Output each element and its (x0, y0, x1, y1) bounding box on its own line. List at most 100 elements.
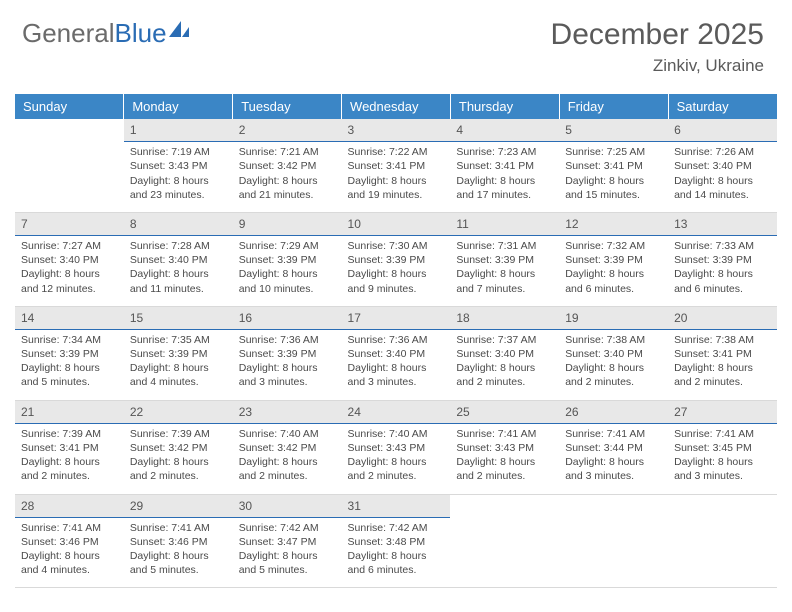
day-details: Sunrise: 7:38 AMSunset: 3:40 PMDaylight:… (559, 330, 668, 400)
daylight-line: Daylight: 8 hours and 6 minutes. (565, 267, 662, 295)
day-details: Sunrise: 7:23 AMSunset: 3:41 PMDaylight:… (450, 142, 559, 212)
sunrise-line: Sunrise: 7:41 AM (130, 521, 227, 535)
day-number: 24 (342, 401, 451, 424)
sunrise-line: Sunrise: 7:33 AM (674, 239, 771, 253)
daylight-line: Daylight: 8 hours and 6 minutes. (674, 267, 771, 295)
day-details: Sunrise: 7:27 AMSunset: 3:40 PMDaylight:… (15, 236, 124, 306)
sunrise-line: Sunrise: 7:42 AM (348, 521, 445, 535)
sunset-line: Sunset: 3:43 PM (130, 159, 227, 173)
calendar-day-cell: 16Sunrise: 7:36 AMSunset: 3:39 PMDayligh… (233, 306, 342, 400)
day-details: Sunrise: 7:36 AMSunset: 3:39 PMDaylight:… (233, 330, 342, 400)
day-number: 28 (15, 495, 124, 518)
sunset-line: Sunset: 3:40 PM (130, 253, 227, 267)
calendar-day-cell: 2Sunrise: 7:21 AMSunset: 3:42 PMDaylight… (233, 119, 342, 212)
calendar-day-cell (15, 119, 124, 212)
weekday-header: Monday (124, 94, 233, 119)
daylight-line: Daylight: 8 hours and 7 minutes. (456, 267, 553, 295)
sunrise-line: Sunrise: 7:40 AM (239, 427, 336, 441)
daylight-line: Daylight: 8 hours and 2 minutes. (565, 361, 662, 389)
daylight-line: Daylight: 8 hours and 21 minutes. (239, 174, 336, 202)
weekday-header: Sunday (15, 94, 124, 119)
calendar-day-cell (450, 494, 559, 588)
sail-icon (167, 19, 191, 39)
day-number: 26 (559, 401, 668, 424)
sunset-line: Sunset: 3:39 PM (565, 253, 662, 267)
daylight-line: Daylight: 8 hours and 5 minutes. (239, 549, 336, 577)
daylight-line: Daylight: 8 hours and 2 minutes. (239, 455, 336, 483)
day-number: 29 (124, 495, 233, 518)
day-details: Sunrise: 7:39 AMSunset: 3:42 PMDaylight:… (124, 424, 233, 494)
day-details: Sunrise: 7:33 AMSunset: 3:39 PMDaylight:… (668, 236, 777, 306)
sunset-line: Sunset: 3:39 PM (130, 347, 227, 361)
sunset-line: Sunset: 3:39 PM (239, 347, 336, 361)
sunset-line: Sunset: 3:40 PM (456, 347, 553, 361)
sunset-line: Sunset: 3:40 PM (565, 347, 662, 361)
sunrise-line: Sunrise: 7:42 AM (239, 521, 336, 535)
calendar-week-row: 1Sunrise: 7:19 AMSunset: 3:43 PMDaylight… (15, 119, 777, 212)
day-details: Sunrise: 7:41 AMSunset: 3:46 PMDaylight:… (15, 518, 124, 588)
weekday-header: Saturday (668, 94, 777, 119)
calendar-day-cell (668, 494, 777, 588)
sunrise-line: Sunrise: 7:19 AM (130, 145, 227, 159)
day-number: 14 (15, 307, 124, 330)
calendar-day-cell: 12Sunrise: 7:32 AMSunset: 3:39 PMDayligh… (559, 212, 668, 306)
day-details: Sunrise: 7:38 AMSunset: 3:41 PMDaylight:… (668, 330, 777, 400)
calendar-day-cell: 9Sunrise: 7:29 AMSunset: 3:39 PMDaylight… (233, 212, 342, 306)
calendar-day-cell: 25Sunrise: 7:41 AMSunset: 3:43 PMDayligh… (450, 400, 559, 494)
daylight-line: Daylight: 8 hours and 15 minutes. (565, 174, 662, 202)
sunset-line: Sunset: 3:41 PM (674, 347, 771, 361)
header: GeneralBlue December 2025 Zinkiv, Ukrain… (0, 0, 792, 86)
day-details: Sunrise: 7:36 AMSunset: 3:40 PMDaylight:… (342, 330, 451, 400)
sunset-line: Sunset: 3:46 PM (130, 535, 227, 549)
daylight-line: Daylight: 8 hours and 3 minutes. (239, 361, 336, 389)
sunset-line: Sunset: 3:39 PM (456, 253, 553, 267)
day-number: 27 (668, 401, 777, 424)
sunrise-line: Sunrise: 7:23 AM (456, 145, 553, 159)
daylight-line: Daylight: 8 hours and 9 minutes. (348, 267, 445, 295)
calendar-week-row: 21Sunrise: 7:39 AMSunset: 3:41 PMDayligh… (15, 400, 777, 494)
day-number: 17 (342, 307, 451, 330)
daylight-line: Daylight: 8 hours and 6 minutes. (348, 549, 445, 577)
day-details: Sunrise: 7:42 AMSunset: 3:47 PMDaylight:… (233, 518, 342, 588)
daylight-line: Daylight: 8 hours and 2 minutes. (130, 455, 227, 483)
daylight-line: Daylight: 8 hours and 14 minutes. (674, 174, 771, 202)
day-number: 13 (668, 213, 777, 236)
calendar-week-row: 14Sunrise: 7:34 AMSunset: 3:39 PMDayligh… (15, 306, 777, 400)
sunrise-line: Sunrise: 7:36 AM (239, 333, 336, 347)
daylight-line: Daylight: 8 hours and 17 minutes. (456, 174, 553, 202)
daylight-line: Daylight: 8 hours and 2 minutes. (674, 361, 771, 389)
calendar-day-cell: 14Sunrise: 7:34 AMSunset: 3:39 PMDayligh… (15, 306, 124, 400)
sunset-line: Sunset: 3:40 PM (348, 347, 445, 361)
sunrise-line: Sunrise: 7:28 AM (130, 239, 227, 253)
calendar-day-cell: 28Sunrise: 7:41 AMSunset: 3:46 PMDayligh… (15, 494, 124, 588)
day-details: Sunrise: 7:29 AMSunset: 3:39 PMDaylight:… (233, 236, 342, 306)
daylight-line: Daylight: 8 hours and 12 minutes. (21, 267, 118, 295)
sunset-line: Sunset: 3:42 PM (239, 159, 336, 173)
day-details: Sunrise: 7:21 AMSunset: 3:42 PMDaylight:… (233, 142, 342, 212)
day-details: Sunrise: 7:19 AMSunset: 3:43 PMDaylight:… (124, 142, 233, 212)
daylight-line: Daylight: 8 hours and 2 minutes. (348, 455, 445, 483)
sunrise-line: Sunrise: 7:41 AM (565, 427, 662, 441)
daylight-line: Daylight: 8 hours and 3 minutes. (674, 455, 771, 483)
sunset-line: Sunset: 3:43 PM (456, 441, 553, 455)
sunrise-line: Sunrise: 7:39 AM (21, 427, 118, 441)
sunset-line: Sunset: 3:42 PM (239, 441, 336, 455)
daylight-line: Daylight: 8 hours and 11 minutes. (130, 267, 227, 295)
sunset-line: Sunset: 3:39 PM (21, 347, 118, 361)
calendar-day-cell: 4Sunrise: 7:23 AMSunset: 3:41 PMDaylight… (450, 119, 559, 212)
day-number: 3 (342, 119, 451, 142)
sunrise-line: Sunrise: 7:30 AM (348, 239, 445, 253)
daylight-line: Daylight: 8 hours and 2 minutes. (456, 455, 553, 483)
day-details: Sunrise: 7:30 AMSunset: 3:39 PMDaylight:… (342, 236, 451, 306)
weekday-header-row: Sunday Monday Tuesday Wednesday Thursday… (15, 94, 777, 119)
calendar-body: 1Sunrise: 7:19 AMSunset: 3:43 PMDaylight… (15, 119, 777, 588)
sunset-line: Sunset: 3:43 PM (348, 441, 445, 455)
calendar-day-cell: 6Sunrise: 7:26 AMSunset: 3:40 PMDaylight… (668, 119, 777, 212)
calendar-day-cell: 1Sunrise: 7:19 AMSunset: 3:43 PMDaylight… (124, 119, 233, 212)
calendar-day-cell: 20Sunrise: 7:38 AMSunset: 3:41 PMDayligh… (668, 306, 777, 400)
day-number: 1 (124, 119, 233, 142)
calendar-day-cell: 15Sunrise: 7:35 AMSunset: 3:39 PMDayligh… (124, 306, 233, 400)
sunrise-line: Sunrise: 7:41 AM (674, 427, 771, 441)
day-number: 5 (559, 119, 668, 142)
day-details: Sunrise: 7:40 AMSunset: 3:42 PMDaylight:… (233, 424, 342, 494)
